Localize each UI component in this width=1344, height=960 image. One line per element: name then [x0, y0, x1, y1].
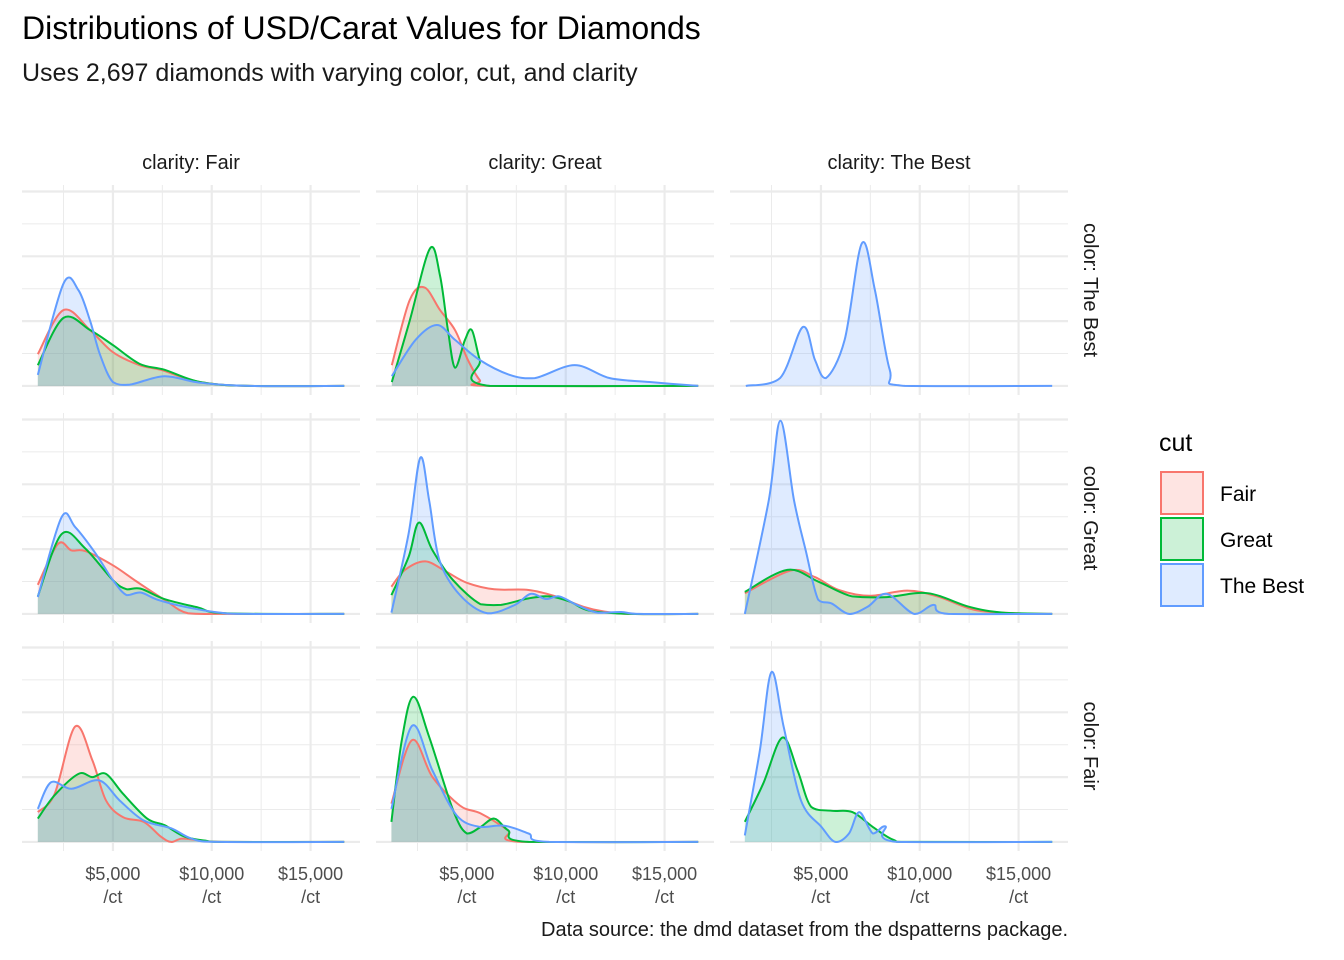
- density-area-fair: [391, 561, 699, 615]
- legend: cut Fair Great The Best: [1159, 429, 1304, 607]
- density-area-fair: [391, 739, 699, 843]
- density-area-great: [391, 696, 699, 843]
- density-area-great: [744, 569, 1053, 614]
- legend-label-great: Great: [1220, 529, 1273, 552]
- density-area-fair: [37, 309, 345, 387]
- x-tick-label: $5,000: [85, 864, 140, 884]
- density-panel-r2-c2: [743, 671, 1053, 844]
- density-panel-r0-c2: [745, 241, 1053, 388]
- density-area-the-best: [745, 242, 1053, 387]
- density-area-the-best: [37, 277, 345, 387]
- density-area-fair: [37, 725, 345, 843]
- density-line-great: [390, 695, 699, 844]
- density-line-the-best: [36, 779, 345, 844]
- legend-title: cut: [1159, 429, 1192, 457]
- x-tick-label: $15,000: [632, 864, 697, 884]
- chart-title: Distributions of USD/Carat Values for Di…: [22, 10, 701, 46]
- col-strip-label: clarity: Fair: [142, 152, 240, 174]
- density-area-the-best: [744, 671, 1053, 843]
- density-area-the-best: [744, 420, 1053, 615]
- density-line-the-best: [743, 419, 1053, 616]
- density-area-great: [37, 773, 345, 843]
- density-panel-r1-c1: [390, 456, 699, 616]
- density-line-the-best: [390, 456, 699, 616]
- x-tick-unit: /ct: [655, 887, 674, 907]
- x-tick-unit: /ct: [457, 887, 476, 907]
- density-line-great: [390, 245, 699, 388]
- density-area-fair: [37, 542, 345, 614]
- density-line-the-best: [390, 323, 699, 387]
- x-tick-label: $15,000: [278, 864, 343, 884]
- facet-panel: [376, 413, 714, 623]
- density-area-the-best: [391, 457, 699, 615]
- density-panel-r0-c0: [36, 276, 345, 388]
- density-line-the-best: [36, 276, 345, 388]
- chart-caption: Data source: the dmd dataset from the ds…: [541, 919, 1068, 941]
- density-panel-r1-c0: [36, 512, 345, 616]
- x-tick-unit: /ct: [910, 887, 929, 907]
- x-tick-unit: /ct: [301, 887, 320, 907]
- x-tick-unit: /ct: [202, 887, 221, 907]
- density-area-the-best: [37, 780, 345, 843]
- legend-label-the-best: The Best: [1220, 575, 1304, 598]
- facet-panel: [22, 641, 360, 851]
- density-panel-r0-c1: [390, 245, 699, 388]
- x-tick-label: $10,000: [533, 864, 598, 884]
- density-area-great: [37, 316, 345, 387]
- density-line-the-best: [743, 671, 1053, 844]
- density-line-great: [744, 568, 1053, 615]
- density-area-great: [391, 522, 699, 615]
- density-line-fair: [36, 541, 345, 615]
- x-tick-label: $10,000: [887, 864, 952, 884]
- density-panel-r2-c0: [36, 724, 345, 844]
- legend-label-fair: Fair: [1220, 483, 1256, 506]
- facet-panel: [730, 185, 1068, 395]
- legend-key-fair: [1160, 471, 1204, 515]
- col-strip-label: clarity: The Best: [827, 152, 970, 174]
- density-area-great: [37, 531, 345, 614]
- legend-key-the-best: [1160, 563, 1204, 607]
- facet-panel: [730, 413, 1068, 623]
- x-tick-unit: /ct: [1009, 887, 1028, 907]
- x-tick-unit: /ct: [103, 887, 122, 907]
- density-area-the-best: [391, 725, 699, 843]
- legend-key-great: [1160, 517, 1204, 561]
- density-line-the-best: [745, 241, 1053, 388]
- x-tick-unit: /ct: [556, 887, 575, 907]
- density-line-the-best: [390, 724, 699, 844]
- row-strip-label: color: Great: [1079, 466, 1101, 571]
- x-tick-label: $5,000: [439, 864, 494, 884]
- density-line-the-best: [36, 512, 345, 616]
- density-panel-r1-c2: [743, 419, 1053, 616]
- x-tick-label: $5,000: [793, 864, 848, 884]
- row-strip-label: color: Fair: [1079, 702, 1101, 791]
- facet-panel: [22, 185, 360, 395]
- x-tick-unit: /ct: [811, 887, 830, 907]
- density-area-the-best: [391, 325, 699, 386]
- row-strip-label: color: The Best: [1079, 223, 1101, 358]
- chart-subtitle: Uses 2,697 diamonds with varying color, …: [22, 59, 638, 87]
- density-area-great: [744, 737, 1053, 843]
- density-panel-r2-c1: [390, 695, 699, 844]
- x-tick-label: $15,000: [986, 864, 1051, 884]
- col-strip-label: clarity: Great: [488, 152, 602, 174]
- x-tick-label: $10,000: [179, 864, 244, 884]
- density-area-the-best: [37, 513, 345, 615]
